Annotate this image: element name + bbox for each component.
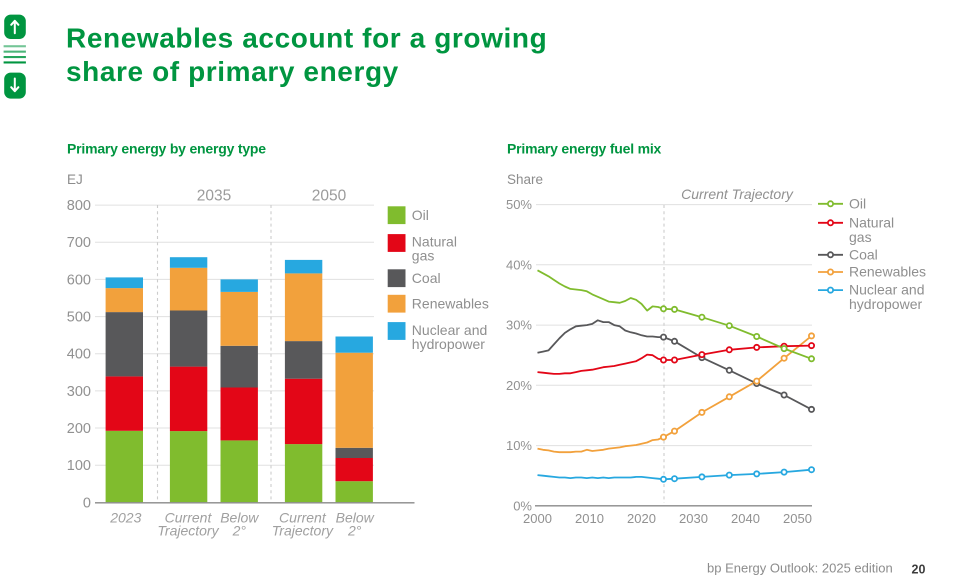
svg-text:Trajectory: Trajectory: [157, 523, 219, 539]
svg-text:gas: gas: [412, 248, 435, 264]
svg-text:Below: Below: [336, 510, 375, 526]
svg-text:Current: Current: [165, 510, 213, 526]
svg-text:Share: Share: [507, 172, 543, 187]
svg-text:2020: 2020: [627, 511, 656, 526]
svg-text:100: 100: [67, 458, 91, 474]
svg-text:Coal: Coal: [412, 270, 441, 286]
svg-text:300: 300: [67, 384, 91, 400]
svg-text:0: 0: [83, 495, 91, 511]
svg-text:EJ: EJ: [67, 172, 83, 187]
svg-text:Current: Current: [279, 510, 327, 526]
svg-text:800: 800: [67, 198, 91, 214]
svg-text:gas: gas: [849, 229, 872, 245]
svg-text:Natural: Natural: [849, 214, 894, 230]
svg-text:2040: 2040: [731, 511, 760, 526]
svg-text:2030: 2030: [679, 511, 708, 526]
svg-text:share of primary energy: share of primary energy: [66, 56, 399, 87]
svg-text:Renewables: Renewables: [849, 264, 926, 280]
svg-text:Natural: Natural: [412, 234, 457, 250]
svg-text:600: 600: [67, 272, 91, 288]
svg-text:2050: 2050: [312, 188, 347, 205]
svg-text:Renewables: Renewables: [412, 295, 489, 311]
svg-text:400: 400: [67, 347, 91, 363]
svg-text:Nuclear and: Nuclear and: [849, 282, 925, 298]
svg-text:20%: 20%: [506, 378, 532, 393]
svg-text:Trajectory: Trajectory: [272, 523, 334, 539]
svg-text:2°: 2°: [232, 523, 247, 539]
svg-text:20: 20: [912, 563, 926, 577]
svg-text:Oil: Oil: [849, 195, 866, 211]
svg-text:50%: 50%: [506, 197, 532, 212]
svg-text:200: 200: [67, 421, 91, 437]
svg-text:Nuclear and: Nuclear and: [412, 322, 488, 338]
svg-text:10%: 10%: [506, 438, 532, 453]
svg-text:Current Trajectory: Current Trajectory: [681, 186, 794, 202]
svg-text:Primary energy by energy type: Primary energy by energy type: [67, 140, 266, 156]
svg-text:2010: 2010: [575, 511, 604, 526]
svg-text:Oil: Oil: [412, 207, 429, 223]
svg-text:bp Energy Outlook: 2025 editio: bp Energy Outlook: 2025 edition: [707, 561, 893, 576]
svg-text:2035: 2035: [197, 188, 231, 205]
svg-text:0%: 0%: [513, 498, 532, 513]
svg-text:2°: 2°: [347, 523, 362, 539]
svg-text:2023: 2023: [109, 510, 141, 526]
svg-text:Coal: Coal: [849, 246, 878, 262]
svg-text:hydropower: hydropower: [412, 336, 485, 352]
svg-text:Primary energy fuel mix: Primary energy fuel mix: [507, 140, 662, 156]
svg-text:40%: 40%: [506, 257, 532, 272]
svg-text:Renewables account for a growi: Renewables account for a growing: [66, 23, 547, 54]
svg-text:30%: 30%: [506, 318, 532, 333]
svg-text:2000: 2000: [523, 511, 552, 526]
svg-text:2050: 2050: [783, 511, 812, 526]
svg-text:500: 500: [67, 310, 91, 326]
svg-text:hydropower: hydropower: [849, 296, 922, 312]
svg-text:Below: Below: [220, 510, 259, 526]
svg-text:700: 700: [67, 235, 91, 251]
